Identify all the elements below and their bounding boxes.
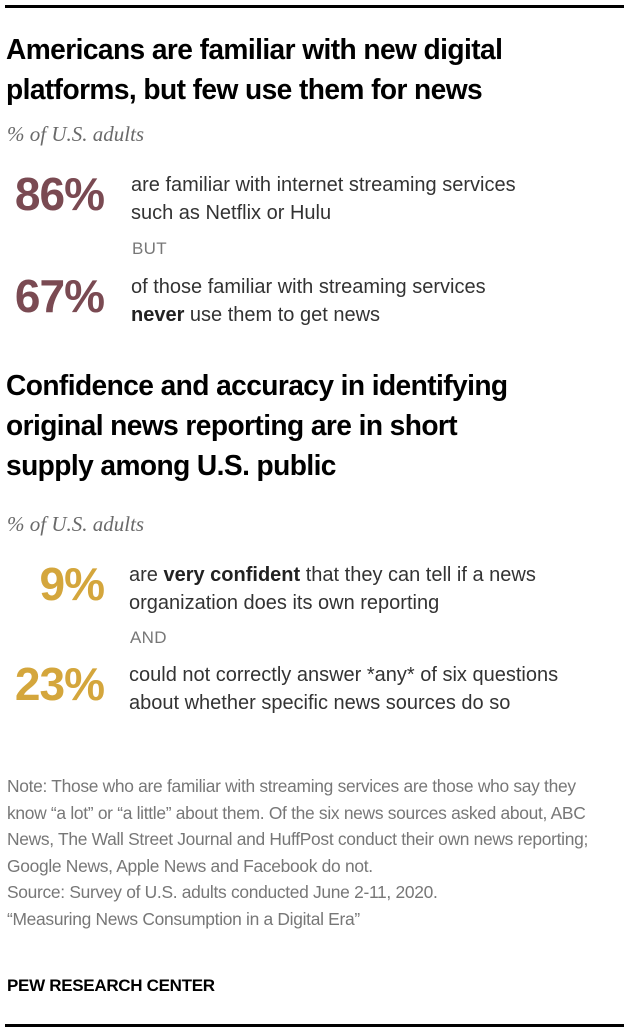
stat-row-streaming-familiar: 86% are familiar with internet streaming… xyxy=(0,168,624,228)
footnotes: Note: Those who are familiar with stream… xyxy=(7,773,619,933)
stat-text-line1: could not correctly answer *any* of six … xyxy=(129,664,559,686)
stat-value: 9% xyxy=(39,558,105,610)
conjunction-but: BUT xyxy=(132,239,167,258)
stat-text-line2: never use them to get news xyxy=(131,301,621,329)
stat-value: 67% xyxy=(14,270,105,322)
stat-row-never-use-for-news: 67% of those familiar with streaming ser… xyxy=(0,270,624,330)
stat-text-rest: use them to get news xyxy=(184,304,381,326)
stat-row-could-not-answer: 23% could not correctly answer *any* of … xyxy=(0,658,624,718)
stat-description: are very confident that they can tell if… xyxy=(129,561,619,617)
section2-title-line1: Confidence and accuracy in identifying xyxy=(6,370,508,402)
emphasis-very-confident: very confident xyxy=(163,564,301,586)
section1-title-line1: Americans are familiar with new digital xyxy=(6,34,503,66)
bottom-rule xyxy=(5,1024,624,1027)
brand-label: PEW RESEARCH CENTER xyxy=(7,976,215,995)
emphasis-never: never xyxy=(131,304,185,326)
stat-row-very-confident: 9% are very confident that they can tell… xyxy=(0,558,624,618)
stat-text-line2: about whether specific news sources do s… xyxy=(129,692,511,714)
stat-text-line2: such as Netflix or Hulu xyxy=(131,202,332,224)
stat-text-pre: are xyxy=(129,564,164,586)
stat-value: 23% xyxy=(14,658,105,710)
stat-text-post: that they can tell if a news xyxy=(300,564,536,586)
stat-text-line1: are familiar with internet streaming ser… xyxy=(131,174,516,196)
stat-description: are familiar with internet streaming ser… xyxy=(131,171,621,227)
section1-title: Americans are familiar with new digital … xyxy=(6,30,600,110)
stat-text-line2: organization does its own reporting xyxy=(129,592,440,614)
conjunction-and: AND xyxy=(130,628,167,647)
report-title: “Measuring News Consumption in a Digital… xyxy=(7,908,360,929)
section1-title-line2: platforms, but few use them for news xyxy=(6,74,483,106)
top-rule xyxy=(5,5,624,8)
section2-title: Confidence and accuracy in identifying o… xyxy=(6,366,600,486)
stat-text-line1: of those familiar with streaming service… xyxy=(131,276,486,298)
section2-title-line3: supply among U.S. public xyxy=(6,450,336,482)
stat-value: 86% xyxy=(14,168,105,220)
section2-title-line2: original news reporting are in short xyxy=(6,410,458,442)
note-text: Note: Those who are familiar with stream… xyxy=(7,776,589,876)
section2-subtitle: % of U.S. adults xyxy=(7,512,145,536)
source-text: Source: Survey of U.S. adults conducted … xyxy=(7,882,438,903)
stat-text-line1: are very confident that they can tell if… xyxy=(129,561,619,589)
section1-subtitle: % of U.S. adults xyxy=(7,122,145,146)
stat-description: could not correctly answer *any* of six … xyxy=(129,661,619,717)
stat-description: of those familiar with streaming service… xyxy=(131,273,621,329)
